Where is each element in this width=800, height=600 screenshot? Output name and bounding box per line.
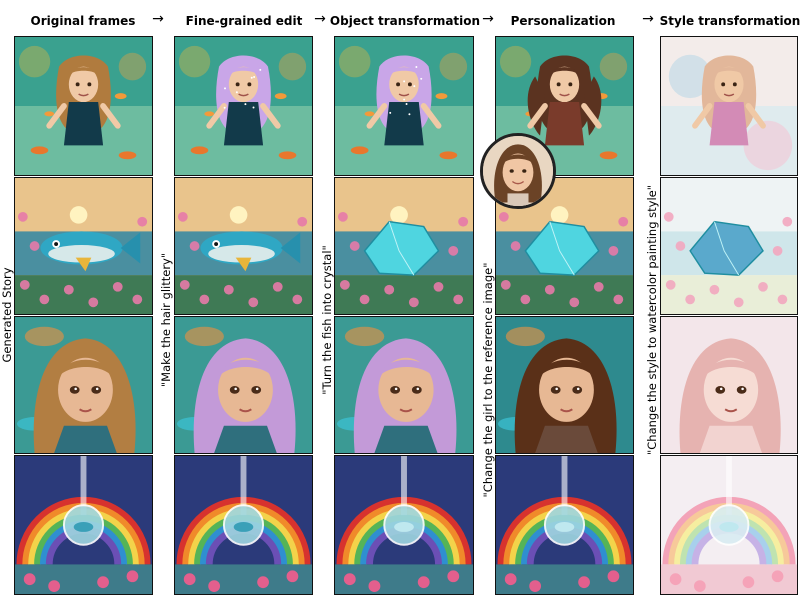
side-label-generated-story: Generated Story (0, 267, 14, 362)
frame-finegrained-girl-swimming (174, 36, 313, 176)
frame-finegrained-rainbow-bubble (174, 455, 313, 595)
frame-image (15, 178, 152, 314)
frame-personal-rainbow-bubble (495, 455, 634, 595)
frame-image (15, 317, 152, 453)
frame-original-fish-in-lotus-pond (14, 177, 153, 315)
header-original: Original frames (31, 14, 136, 28)
frame-image (661, 37, 797, 175)
frame-image (496, 456, 633, 594)
frame-image (335, 456, 473, 594)
frame-image (175, 178, 312, 314)
frame-style-rainbow-bubble (660, 455, 798, 595)
frame-finegrained-girl-portrait (174, 316, 313, 454)
arrow-right-icon: → (642, 11, 654, 27)
frame-image (496, 317, 633, 453)
frame-object-girl-portrait (334, 316, 474, 454)
arrow-right-icon: → (314, 11, 326, 27)
frame-image (175, 317, 312, 453)
header-fine-grained-edit: Fine-grained edit (186, 14, 303, 28)
frame-personal-girl-portrait (495, 316, 634, 454)
frame-image (175, 37, 312, 175)
frame-image (335, 178, 473, 314)
header-style-transformation: Style transformation (660, 14, 800, 28)
arrow-right-icon: → (482, 11, 494, 27)
side-label-hair-glittery: "Make the hair glittery" (159, 253, 173, 387)
side-label-fish-crystal: "Turn the fish into crystal" (320, 245, 334, 395)
frame-style-fish-in-lotus-pond (660, 177, 798, 315)
frame-original-rainbow-bubble (14, 455, 153, 595)
header-object-transformation: Object transformation (330, 14, 480, 28)
frame-image (15, 456, 152, 594)
frame-finegrained-fish-in-lotus-pond (174, 177, 313, 315)
frame-image (15, 37, 152, 175)
header-personalization: Personalization (511, 14, 616, 28)
frame-image (661, 456, 797, 594)
reference-image (480, 133, 556, 209)
frame-original-girl-swimming (14, 36, 153, 176)
frame-style-girl-swimming (660, 36, 798, 176)
frame-style-girl-portrait (660, 316, 798, 454)
frame-image (335, 317, 473, 453)
frame-image (661, 178, 797, 314)
frame-object-rainbow-bubble (334, 455, 474, 595)
frame-object-fish-in-lotus-pond (334, 177, 474, 315)
frame-object-girl-swimming (334, 36, 474, 176)
reference-face-icon (483, 136, 553, 206)
frame-image (175, 456, 312, 594)
arrow-right-icon: → (152, 11, 164, 27)
frame-image (335, 37, 473, 175)
side-label-reference-image: "Change the girl to the reference image" (481, 263, 495, 498)
frame-image (661, 317, 797, 453)
side-label-watercolor: "Change the style to watercolor painting… (645, 185, 659, 455)
frame-original-girl-portrait (14, 316, 153, 454)
